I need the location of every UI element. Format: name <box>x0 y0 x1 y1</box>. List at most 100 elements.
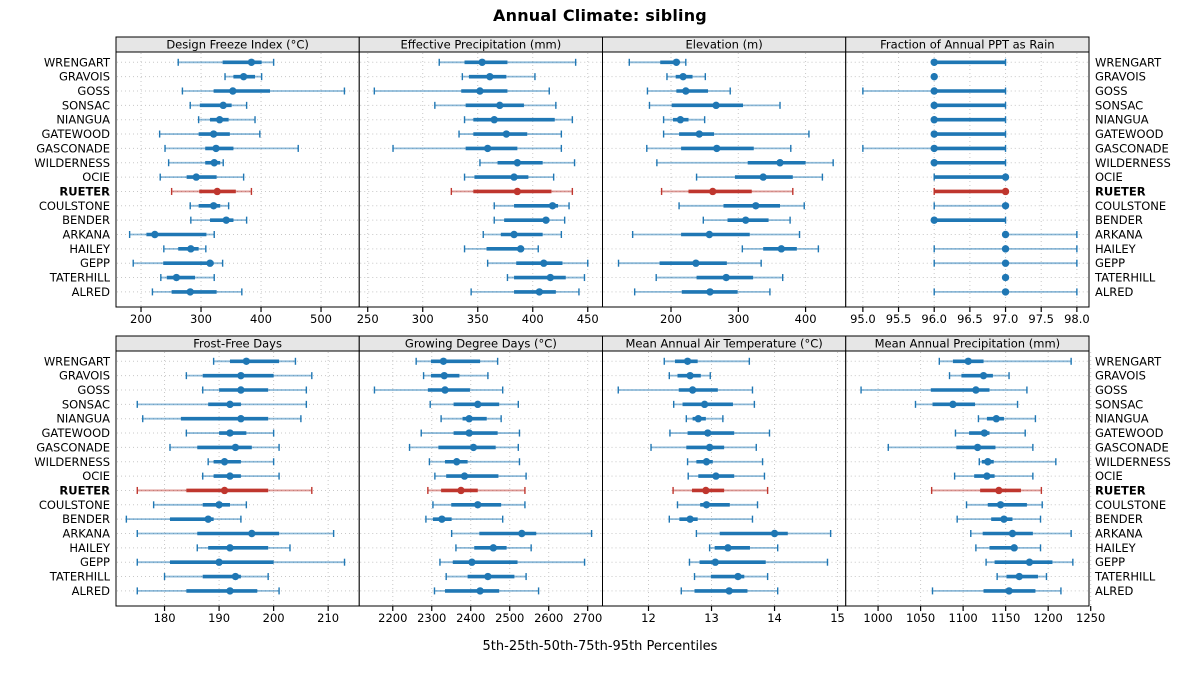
median-dot <box>706 288 714 296</box>
median-dot <box>770 529 779 538</box>
site-label-left: WILDERNESS <box>34 455 110 469</box>
panel-border <box>845 51 1090 308</box>
site-label-right: GEPP <box>1095 256 1125 270</box>
median-dot <box>478 58 486 66</box>
median-dot <box>215 116 224 124</box>
median-dot <box>204 515 212 523</box>
site-label-left: GASCONADE <box>36 440 110 454</box>
x-tick-label: 1150 <box>991 611 1020 625</box>
x-tick-label: 300 <box>190 312 212 326</box>
median-dot <box>679 72 687 81</box>
x-tick-label: 200 <box>660 312 682 326</box>
median-dot <box>683 357 692 365</box>
median-dot <box>510 173 518 181</box>
x-tick-label: 500 <box>310 312 332 326</box>
median-dot <box>440 371 448 380</box>
x-tick-label: 12 <box>641 611 656 625</box>
median-dot <box>474 400 482 409</box>
site-label-right: WILDERNESS <box>1095 455 1171 469</box>
site-label-left: COULSTONE <box>39 199 110 213</box>
x-tick-label: 2500 <box>495 611 524 625</box>
x-tick-label: 96.0 <box>921 312 947 326</box>
median-dot <box>1001 245 1010 253</box>
site-label-right: GEPP <box>1095 555 1125 569</box>
axis-caption: 5th-25th-50th-75th-95th Percentiles <box>482 639 718 654</box>
site-label-left: GRAVOIS <box>59 369 110 383</box>
median-dot <box>474 501 482 509</box>
site-label-right: ARKANA <box>1095 228 1143 242</box>
x-tick-label: 2300 <box>417 611 446 625</box>
site-label-right: GRAVOIS <box>1095 369 1146 383</box>
median-dot <box>700 400 709 409</box>
x-tick-label: 15 <box>830 611 845 625</box>
median-dot <box>995 486 1003 495</box>
median-dot <box>686 515 694 523</box>
median-dot <box>187 245 195 253</box>
median-dot <box>490 116 498 124</box>
site-label-left: BENDER <box>62 512 110 526</box>
median-dot <box>226 429 234 437</box>
median-dot <box>237 371 245 380</box>
median-dot <box>215 558 223 566</box>
x-tick-label: 200 <box>263 611 285 625</box>
site-label-left: GATEWOOD <box>41 127 110 141</box>
median-dot <box>248 529 256 538</box>
median-dot <box>676 116 685 124</box>
x-tick-label: 300 <box>412 312 434 326</box>
site-label-left: RUETER <box>59 184 110 198</box>
median-dot <box>725 587 733 595</box>
site-label-right: WRENGART <box>1095 354 1162 368</box>
site-label-right: GRAVOIS <box>1095 70 1146 84</box>
x-tick-label: 2400 <box>456 611 485 625</box>
site-label-right: OCIE <box>1095 170 1123 184</box>
median-dot <box>151 230 159 239</box>
median-dot <box>930 101 938 110</box>
x-tick-label: 1000 <box>863 611 892 625</box>
median-dot <box>930 116 938 124</box>
median-dot <box>692 259 700 267</box>
median-dot <box>465 429 473 437</box>
median-dot <box>1015 572 1023 581</box>
median-dot <box>688 386 697 394</box>
site-label-left: GRAVOIS <box>59 70 110 84</box>
site-label-left: WRENGART <box>44 55 111 69</box>
site-label-left: SONSAC <box>62 397 110 411</box>
median-dot <box>1008 529 1017 538</box>
median-dot <box>548 202 557 210</box>
panel-area <box>116 52 360 307</box>
panel-border <box>845 350 1090 607</box>
median-dot <box>460 472 469 480</box>
median-dot <box>930 58 938 66</box>
x-tick-label: 400 <box>795 312 817 326</box>
site-label-left: ARKANA <box>62 527 110 541</box>
median-dot <box>930 130 938 138</box>
median-dot <box>702 458 711 466</box>
site-label-left: GOSS <box>77 383 110 397</box>
site-label-left: GASCONADE <box>36 141 110 155</box>
median-dot <box>702 486 710 495</box>
median-dot <box>949 400 957 409</box>
x-tick-label: 250 <box>357 312 379 326</box>
median-dot <box>996 501 1005 509</box>
median-dot <box>722 273 730 282</box>
site-label-right: COULSTONE <box>1095 498 1166 512</box>
median-dot <box>439 357 448 365</box>
site-label-left: OCIE <box>82 469 110 483</box>
median-dot <box>219 101 227 110</box>
site-label-right: GOSS <box>1095 383 1128 397</box>
median-dot <box>711 558 720 566</box>
median-dot <box>237 415 245 423</box>
panel-strip-title: Effective Precipitation (mm) <box>401 38 562 52</box>
site-label-left: NIANGUA <box>56 113 110 127</box>
median-dot <box>777 245 786 253</box>
x-tick-label: 350 <box>467 312 489 326</box>
median-dot <box>1001 288 1010 296</box>
median-dot <box>713 144 721 153</box>
site-label-left: WRENGART <box>44 354 111 368</box>
x-tick-label: 300 <box>727 312 749 326</box>
median-dot <box>513 159 522 167</box>
median-dot <box>469 443 478 452</box>
median-dot <box>741 216 750 224</box>
x-tick-label: 97.5 <box>1028 312 1054 326</box>
